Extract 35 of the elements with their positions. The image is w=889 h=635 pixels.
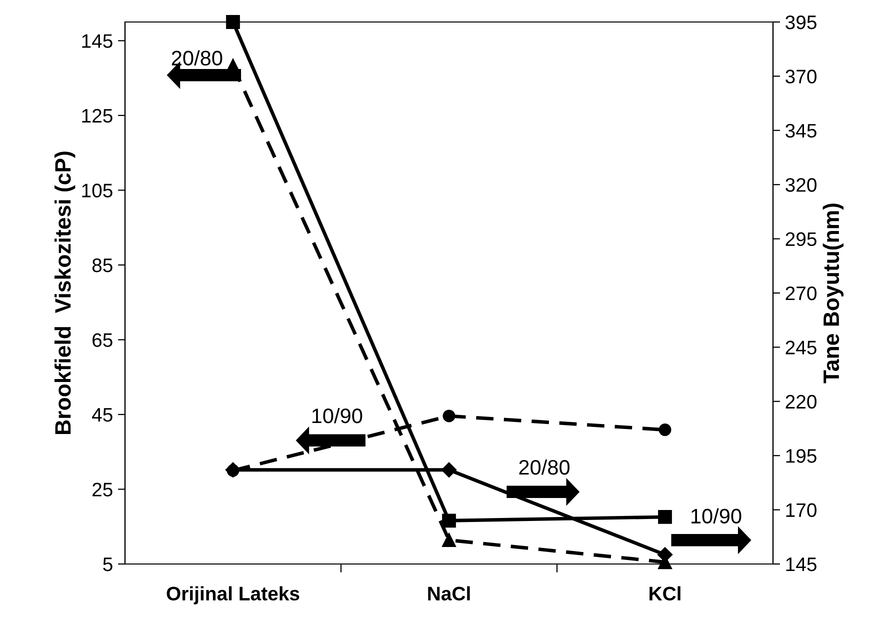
y2-tick-label: 395 [786, 15, 816, 30]
point [658, 510, 672, 524]
y2-tick-label: 345 [786, 124, 816, 138]
y2-tick-label: 270 [786, 286, 816, 300]
y-tick-label: 5 [103, 558, 112, 572]
point [442, 533, 456, 548]
y2-tick-label: 295 [786, 232, 816, 246]
series-label: 20/80 [519, 459, 570, 475]
point [442, 410, 456, 422]
point [226, 15, 240, 29]
x-tick-label: KCl [650, 586, 680, 601]
y-tick-label: 65 [92, 333, 112, 347]
x-tick-label: Orijinal Lateks [166, 586, 300, 604]
y-tick-label: 145 [82, 34, 112, 48]
y-tick-label: 85 [92, 258, 112, 272]
y2-tick-label: 370 [786, 70, 816, 84]
point [441, 462, 457, 478]
y-tick-label: 45 [92, 408, 112, 422]
point [442, 514, 456, 528]
y2-tick-label: 245 [786, 340, 816, 354]
y2-axis-title: Tane Boyutu(nm) [822, 204, 844, 384]
x-tick-label: NaCl [428, 586, 470, 601]
series-label: 10/90 [692, 508, 742, 524]
y2-tick-label: 195 [786, 449, 816, 463]
series-label: 20/80 [172, 50, 222, 66]
y2-tick-label: 220 [786, 394, 816, 409]
point [658, 424, 672, 436]
y2-tick-label: 320 [786, 178, 816, 192]
y-tick-label: 105 [82, 184, 112, 198]
y2-tick-label: 170 [786, 503, 816, 518]
y-tick-label: 125 [82, 108, 112, 123]
y-tick-label: 25 [92, 482, 112, 496]
series-label: 10/90 [312, 408, 362, 424]
y2-tick-label: 145 [786, 558, 816, 572]
y-axis-title: Brookfield Viskozitesi (cP) [54, 152, 76, 434]
